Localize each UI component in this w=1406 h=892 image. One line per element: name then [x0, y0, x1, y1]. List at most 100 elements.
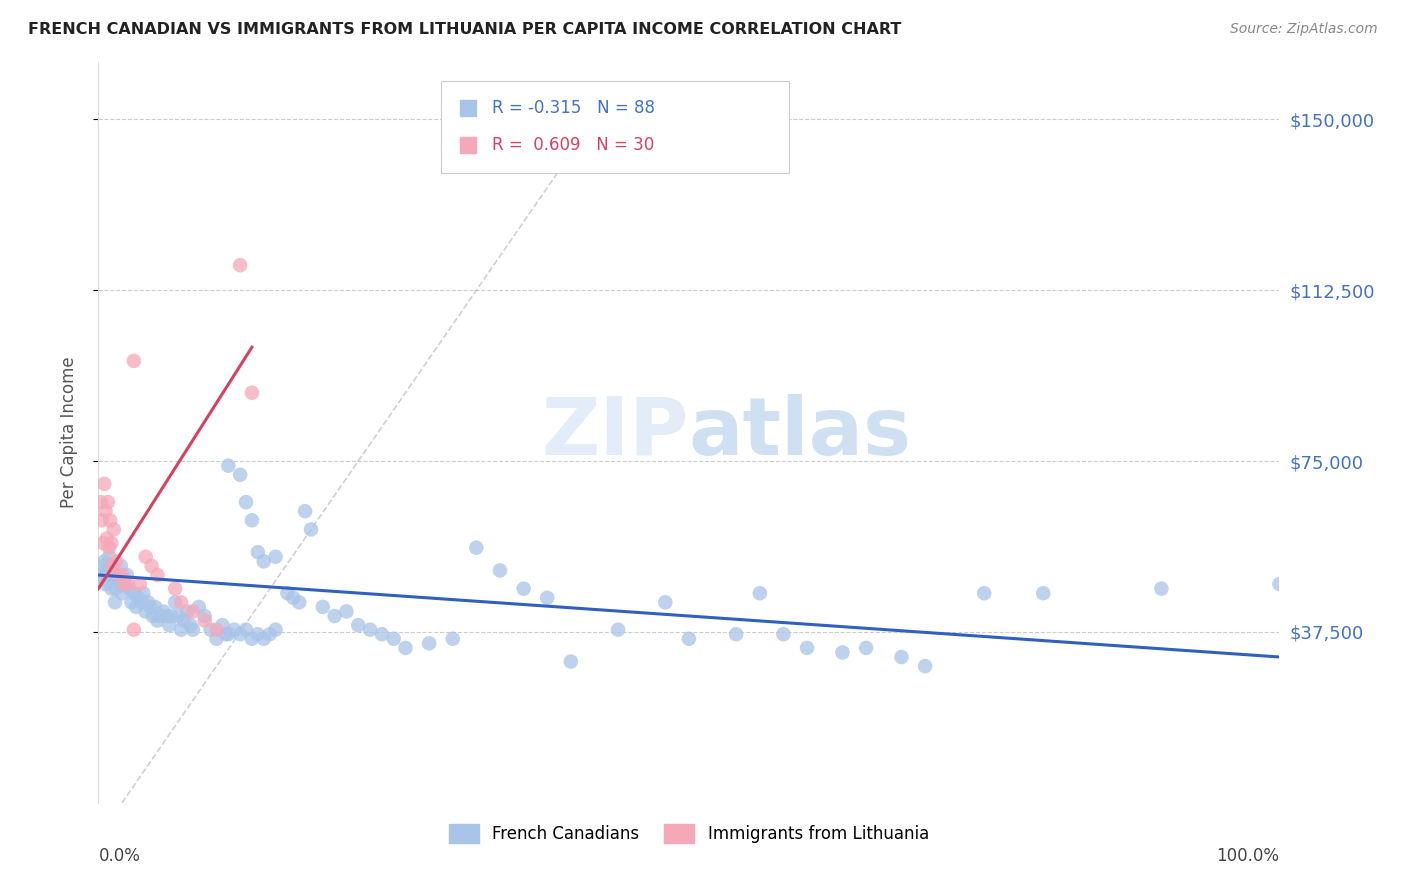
- Point: [489, 564, 512, 578]
- Point: [253, 632, 276, 646]
- Point: [96, 564, 118, 578]
- Point: [128, 591, 150, 605]
- Point: [139, 599, 162, 614]
- Point: [194, 609, 217, 624]
- Point: [100, 582, 122, 596]
- Point: [172, 614, 194, 628]
- Point: [98, 568, 121, 582]
- Point: [105, 568, 128, 582]
- Point: [1268, 577, 1291, 591]
- Text: 100.0%: 100.0%: [1216, 847, 1279, 865]
- Point: [112, 577, 135, 591]
- Point: [103, 523, 125, 537]
- Point: [229, 627, 252, 641]
- Point: [200, 623, 222, 637]
- Point: [240, 513, 263, 527]
- Point: [93, 476, 115, 491]
- Point: [104, 595, 127, 609]
- Point: [96, 532, 118, 546]
- Point: [176, 604, 198, 618]
- Point: [149, 609, 172, 624]
- Point: [98, 549, 121, 564]
- Point: [103, 573, 125, 587]
- Point: [890, 650, 912, 665]
- Point: [112, 577, 135, 591]
- Point: [205, 623, 228, 637]
- Point: [240, 632, 263, 646]
- Point: [560, 655, 582, 669]
- Point: [855, 640, 877, 655]
- Point: [288, 595, 311, 609]
- Point: [117, 577, 139, 591]
- Point: [128, 577, 150, 591]
- Point: [181, 604, 204, 618]
- Point: [359, 623, 381, 637]
- Point: [382, 632, 405, 646]
- Point: [91, 536, 114, 550]
- Point: [121, 595, 143, 609]
- Point: [105, 554, 128, 568]
- Point: [283, 591, 305, 605]
- Point: [831, 645, 853, 659]
- Text: FRENCH CANADIAN VS IMMIGRANTS FROM LITHUANIA PER CAPITA INCOME CORRELATION CHART: FRENCH CANADIAN VS IMMIGRANTS FROM LITHU…: [28, 22, 901, 37]
- Point: [215, 627, 238, 641]
- Point: [1150, 582, 1173, 596]
- Point: [312, 599, 335, 614]
- Point: [796, 640, 818, 655]
- Point: [108, 577, 131, 591]
- Point: [170, 623, 193, 637]
- Point: [160, 609, 183, 624]
- Point: [259, 627, 281, 641]
- Point: [105, 582, 128, 596]
- Text: 0.0%: 0.0%: [98, 847, 141, 865]
- Point: [165, 582, 187, 596]
- Point: [211, 618, 233, 632]
- Point: [294, 504, 316, 518]
- Point: [229, 467, 252, 482]
- Point: [323, 609, 346, 624]
- FancyBboxPatch shape: [441, 81, 789, 173]
- Point: [152, 604, 174, 618]
- Text: Source: ZipAtlas.com: Source: ZipAtlas.com: [1230, 22, 1378, 37]
- Point: [90, 495, 112, 509]
- Point: [101, 558, 124, 573]
- Point: [118, 582, 141, 596]
- Point: [110, 558, 132, 573]
- Point: [91, 573, 114, 587]
- Point: [94, 504, 117, 518]
- Point: [143, 599, 166, 614]
- Point: [100, 536, 122, 550]
- Point: [654, 595, 676, 609]
- Point: [142, 609, 165, 624]
- Point: [180, 618, 202, 632]
- Point: [465, 541, 488, 555]
- Point: [93, 554, 115, 568]
- Point: [135, 549, 157, 564]
- Point: [91, 558, 114, 573]
- Text: R =  0.609   N = 30: R = 0.609 N = 30: [492, 136, 654, 154]
- Point: [156, 609, 179, 624]
- Text: R = -0.315   N = 88: R = -0.315 N = 88: [492, 99, 655, 118]
- Point: [129, 595, 152, 609]
- Point: [187, 599, 209, 614]
- Text: atlas: atlas: [689, 393, 912, 472]
- Point: [536, 591, 558, 605]
- Point: [1032, 586, 1054, 600]
- Point: [229, 258, 252, 272]
- Point: [90, 568, 112, 582]
- Point: [276, 586, 298, 600]
- Point: [122, 354, 145, 368]
- Point: [97, 568, 120, 582]
- Point: [224, 623, 246, 637]
- Point: [772, 627, 794, 641]
- Point: [181, 623, 204, 637]
- Point: [98, 513, 121, 527]
- Point: [394, 640, 416, 655]
- Point: [108, 568, 131, 582]
- Point: [97, 495, 120, 509]
- Point: [235, 495, 257, 509]
- Point: [115, 568, 138, 582]
- Point: [111, 568, 134, 582]
- Point: [264, 549, 287, 564]
- Point: [111, 586, 134, 600]
